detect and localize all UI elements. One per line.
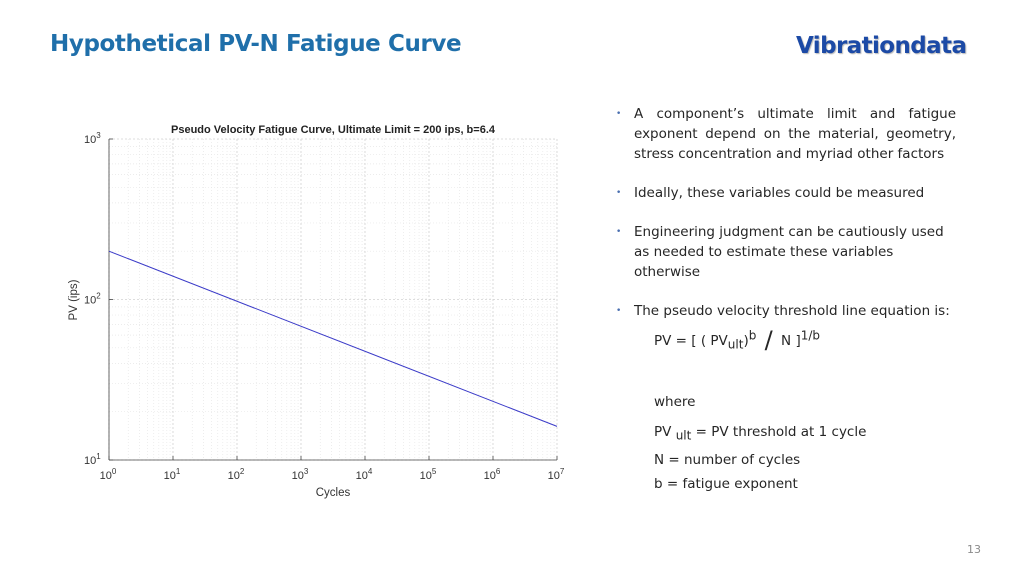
pv-sub: ult (675, 428, 692, 443)
x-tick-label: 103 (292, 467, 309, 482)
x-tick-label: 105 (420, 467, 437, 482)
chart-title: Pseudo Velocity Fatigue Curve, Ultimate … (171, 124, 496, 136)
definition-b: b = fatigue exponent (654, 475, 798, 492)
y-tick-label: 101 (84, 452, 101, 467)
equation-slash: / (764, 326, 773, 354)
bullet-list: A component’s ultimate limit and fatigue… (616, 104, 956, 340)
bullet-item: Ideally, these variables could be measur… (616, 183, 956, 203)
equation-open: [ ( PV (691, 333, 728, 349)
x-axis-label: Cycles (316, 487, 351, 499)
equation-n: N (781, 333, 792, 349)
x-tick-label: 106 (484, 467, 501, 482)
bullet-item: A component’s ultimate limit and fatigue… (616, 104, 956, 164)
x-tick-label: 101 (164, 467, 181, 482)
pv-prefix: PV (654, 424, 672, 440)
x-tick-label: 104 (356, 467, 373, 482)
y-tick-label: 103 (84, 131, 101, 146)
equation-sub: ult (727, 337, 744, 352)
equation-close-paren: ) (743, 333, 749, 349)
page-number: 13 (967, 543, 981, 556)
equation-exp-outer: 1/b (800, 328, 821, 343)
series-line-pv-threshold (108, 250, 558, 427)
definitions: where PV ult = PV threshold at 1 cycle N… (654, 390, 866, 496)
definition-pv: PV ult = PV threshold at 1 cycle (654, 420, 866, 448)
x-tick-label: 107 (548, 467, 565, 482)
pv-equation: PV = [ ( PVult)b / N ]1/b (654, 326, 820, 354)
x-tick-label: 100 (100, 467, 117, 482)
pv-text: = PV threshold at 1 cycle (695, 424, 867, 440)
equation-close-bracket: ] (795, 333, 801, 349)
definition-n: N = number of cycles (654, 451, 801, 468)
bullet-item: The pseudo velocity threshold line equat… (616, 301, 956, 321)
equation-exp-b: b (748, 328, 757, 343)
where-label: where (654, 394, 696, 410)
y-axis-label: PV (ips) (68, 279, 80, 320)
slide-title: Hypothetical PV-N Fatigue Curve (50, 31, 462, 57)
brand-logo-text: Vibrationdata (796, 33, 967, 59)
y-tick-label: 102 (84, 292, 101, 307)
x-tick-label: 102 (228, 467, 245, 482)
bullet-item: Engineering judgment can be cautiously u… (616, 222, 956, 282)
equation-lhs: PV = (654, 333, 687, 349)
